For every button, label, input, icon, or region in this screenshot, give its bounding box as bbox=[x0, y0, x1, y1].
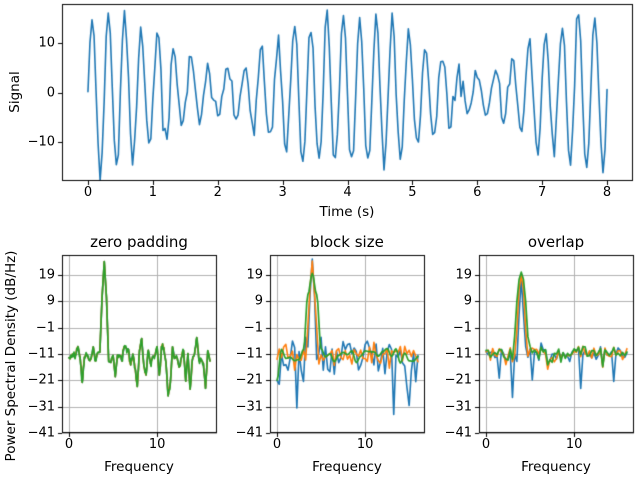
tick-label: 0 bbox=[83, 185, 93, 200]
tick-label: 0 bbox=[481, 437, 491, 452]
tick-label: 10 bbox=[38, 35, 55, 51]
tick-label: 19 bbox=[246, 267, 263, 283]
tick-label: 0 bbox=[46, 85, 55, 100]
tick-label: 3 bbox=[278, 185, 287, 200]
tick-label: 19 bbox=[455, 267, 472, 283]
tick-label: −41 bbox=[444, 425, 472, 441]
frequency-x-axis-label-1: Frequency bbox=[104, 459, 174, 475]
tick-label: −11 bbox=[444, 346, 472, 362]
tick-label: 6 bbox=[473, 185, 482, 200]
tick-label: 0 bbox=[64, 437, 74, 452]
time-x-axis-label: Time (s) bbox=[319, 204, 375, 220]
tick-label: −10 bbox=[27, 134, 55, 150]
tick-label: −31 bbox=[235, 399, 263, 415]
psd-shared-y-axis-label: Power Spectral Density (dB/Hz) bbox=[3, 250, 19, 462]
tick-label: −21 bbox=[235, 372, 263, 388]
tick-label: 2 bbox=[213, 185, 222, 200]
tick-label: 8 bbox=[602, 185, 612, 200]
tick-label: 9 bbox=[46, 293, 55, 309]
tick-label: −21 bbox=[444, 372, 472, 388]
tick-label: 9 bbox=[463, 293, 472, 309]
tick-label: 5 bbox=[408, 185, 417, 200]
frequency-x-axis-label-2: Frequency bbox=[312, 459, 382, 475]
tick-label: −41 bbox=[27, 425, 55, 441]
tick-label: 10 bbox=[356, 437, 374, 452]
tick-label: 7 bbox=[538, 185, 547, 200]
tick-label: 1 bbox=[148, 185, 157, 200]
psd-title-overlap: overlap bbox=[527, 233, 585, 251]
tick-label: 10 bbox=[148, 437, 166, 452]
signal-y-axis-label: Signal bbox=[7, 71, 23, 113]
tick-label: −1 bbox=[243, 320, 263, 336]
tick-label: −31 bbox=[27, 399, 55, 415]
psd-title-block-size: block size bbox=[310, 233, 384, 251]
psd-title-zero-padding: zero padding bbox=[90, 233, 188, 251]
tick-label: −1 bbox=[35, 320, 55, 336]
tick-label: 10 bbox=[565, 437, 583, 452]
tick-label: 0 bbox=[272, 437, 282, 452]
tick-label: −11 bbox=[27, 346, 55, 362]
frequency-x-axis-label-3: Frequency bbox=[521, 459, 591, 475]
tick-label: 4 bbox=[343, 185, 352, 200]
tick-label: −11 bbox=[235, 346, 263, 362]
tick-label: −1 bbox=[452, 320, 472, 336]
tick-label: 9 bbox=[254, 293, 263, 309]
tick-label: −31 bbox=[444, 399, 472, 415]
tick-label: 19 bbox=[38, 267, 55, 283]
tick-label: −41 bbox=[235, 425, 263, 441]
tick-label: −21 bbox=[27, 372, 55, 388]
